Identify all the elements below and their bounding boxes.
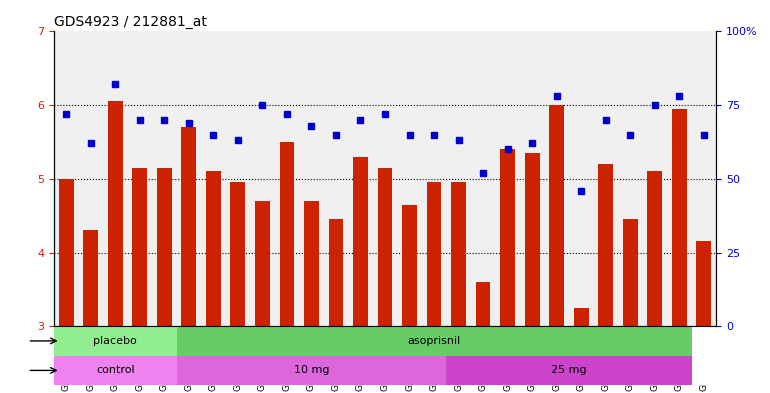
Bar <box>353 157 368 326</box>
Bar <box>206 171 221 326</box>
Bar <box>230 182 245 326</box>
Bar <box>280 142 294 326</box>
Bar <box>623 219 638 326</box>
Bar <box>500 149 515 326</box>
Bar <box>132 168 147 326</box>
Bar <box>83 230 98 326</box>
Bar <box>549 105 564 326</box>
Text: placebo: placebo <box>93 336 137 346</box>
FancyBboxPatch shape <box>176 326 691 356</box>
Bar <box>451 182 466 326</box>
Text: 10 mg: 10 mg <box>293 365 329 375</box>
Bar <box>672 109 687 326</box>
Bar <box>697 241 711 326</box>
Bar <box>598 164 613 326</box>
FancyBboxPatch shape <box>447 356 691 385</box>
Text: 25 mg: 25 mg <box>551 365 587 375</box>
FancyBboxPatch shape <box>54 326 176 356</box>
Text: GDS4923 / 212881_at: GDS4923 / 212881_at <box>54 15 207 29</box>
Bar <box>108 101 122 326</box>
Text: control: control <box>96 365 135 375</box>
Bar <box>574 308 588 326</box>
Bar <box>182 127 196 326</box>
Bar <box>648 171 662 326</box>
Bar <box>402 205 417 326</box>
Bar <box>59 179 73 326</box>
FancyBboxPatch shape <box>176 356 447 385</box>
Bar <box>304 201 319 326</box>
Bar <box>427 182 441 326</box>
Bar <box>329 219 343 326</box>
Bar <box>476 282 490 326</box>
Text: asoprisnil: asoprisnil <box>407 336 460 346</box>
Bar <box>255 201 270 326</box>
Bar <box>525 153 540 326</box>
Bar <box>157 168 172 326</box>
FancyBboxPatch shape <box>54 356 176 385</box>
Bar <box>377 168 393 326</box>
